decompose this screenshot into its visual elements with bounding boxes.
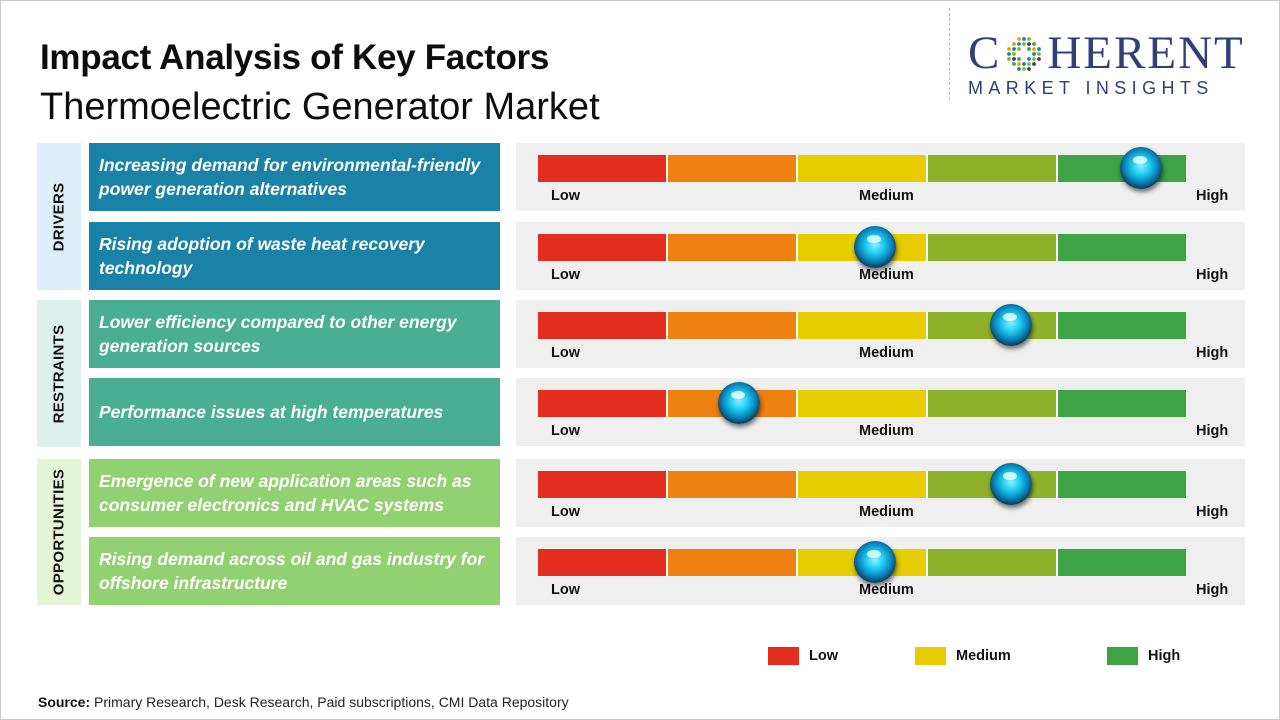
category-label-opportunities: OPPORTUNITIES xyxy=(37,459,81,605)
impact-marker xyxy=(1119,147,1162,189)
source-label: Source: xyxy=(38,694,91,710)
impact-scale-bar xyxy=(538,312,1186,339)
legend-label-high: High xyxy=(1148,648,1181,664)
scale-segment-1 xyxy=(538,471,668,498)
legend-label-medium: Medium xyxy=(956,648,1011,664)
factor-label: Rising demand across oil and gas industr… xyxy=(89,537,500,605)
scale-label-low: Low xyxy=(551,345,580,361)
logo-wordmark: C HERENT xyxy=(968,27,1245,79)
scale-segment-3 xyxy=(798,390,928,417)
scale-label-low: Low xyxy=(551,267,580,283)
factor-label: Lower efficiency compared to other energ… xyxy=(89,300,500,368)
legend-item-high: High xyxy=(1107,647,1180,665)
scale-segment-1 xyxy=(538,390,668,417)
source-note: Source: Primary Research, Desk Research,… xyxy=(38,694,569,710)
scale-segment-3 xyxy=(798,155,928,182)
scale-label-high: High xyxy=(1196,267,1229,283)
scale-segment-1 xyxy=(538,155,668,182)
legend-label-low: Low xyxy=(809,648,838,664)
logo-tagline: MARKET INSIGHTS xyxy=(968,78,1214,98)
scale-segment-1 xyxy=(538,312,668,339)
category-label-restraints: RESTRAINTS xyxy=(37,300,81,447)
scale-segment-2 xyxy=(668,312,798,339)
scale-label-medium: Medium xyxy=(859,345,914,361)
source-text: Primary Research, Desk Research, Paid su… xyxy=(90,694,569,710)
scale-label-high: High xyxy=(1196,423,1229,439)
impact-marker xyxy=(717,382,760,424)
scale-label-medium: Medium xyxy=(859,188,914,204)
scale-segment-1 xyxy=(538,549,668,576)
scale-label-low: Low xyxy=(551,423,580,439)
logo-divider xyxy=(949,8,950,100)
scale-label-high: High xyxy=(1196,188,1229,204)
category-text: RESTRAINTS xyxy=(50,324,68,423)
category-text: OPPORTUNITIES xyxy=(50,468,68,596)
scale-label-medium: Medium xyxy=(859,423,914,439)
dotted-globe-icon xyxy=(1007,36,1042,71)
impact-marker xyxy=(990,304,1033,346)
category-text: DRIVERS xyxy=(50,182,68,251)
scale-segment-2 xyxy=(668,471,798,498)
scale-segment-5 xyxy=(1058,234,1186,261)
scale-label-medium: Medium xyxy=(859,504,914,520)
scale-segment-4 xyxy=(928,549,1058,576)
legend-swatch-low xyxy=(768,647,799,665)
scale-segment-1 xyxy=(538,234,668,261)
scale-segment-2 xyxy=(668,549,798,576)
factor-label: Increasing demand for environmental-frie… xyxy=(89,143,500,211)
scale-segment-2 xyxy=(668,234,798,261)
impact-gauge: Low Medium High xyxy=(516,378,1245,446)
scale-segment-5 xyxy=(1058,390,1186,417)
impact-scale-bar xyxy=(538,471,1186,498)
scale-label-high: High xyxy=(1196,345,1229,361)
impact-gauge: Low Medium High xyxy=(516,537,1245,605)
scale-segment-4 xyxy=(928,234,1058,261)
chart-title: Impact Analysis of Key Factors xyxy=(40,38,550,77)
factor-label: Performance issues at high temperatures xyxy=(89,378,500,446)
scale-segment-4 xyxy=(928,155,1058,182)
impact-marker xyxy=(853,541,896,583)
impact-marker xyxy=(990,463,1033,505)
scale-segment-5 xyxy=(1058,471,1186,498)
scale-label-low: Low xyxy=(551,504,580,520)
impact-gauge: Low Medium High xyxy=(516,222,1245,290)
impact-scale-bar xyxy=(538,390,1186,417)
scale-label-high: High xyxy=(1196,504,1229,520)
factor-label: Emergence of new application areas such … xyxy=(89,459,500,527)
impact-marker xyxy=(853,226,896,268)
scale-label-high: High xyxy=(1196,582,1229,598)
scale-label-low: Low xyxy=(551,582,580,598)
scale-segment-5 xyxy=(1058,312,1186,339)
factor-label: Rising adoption of waste heat recovery t… xyxy=(89,222,500,290)
scale-segment-2 xyxy=(668,155,798,182)
legend-item-medium: Medium xyxy=(915,647,1011,665)
scale-segment-4 xyxy=(928,390,1058,417)
scale-segment-3 xyxy=(798,471,928,498)
chart-subtitle: Thermoelectric Generator Market xyxy=(40,86,600,128)
category-label-drivers: DRIVERS xyxy=(37,143,81,290)
scale-label-medium: Medium xyxy=(859,582,914,598)
scale-label-low: Low xyxy=(551,188,580,204)
impact-scale-bar xyxy=(538,155,1186,182)
legend-item-low: Low xyxy=(768,647,838,665)
scale-label-medium: Medium xyxy=(859,267,914,283)
impact-gauge: Low Medium High xyxy=(516,143,1245,211)
scale-segment-5 xyxy=(1058,549,1186,576)
company-logo: C HERENT MARKET INSIGHTS xyxy=(968,30,1263,102)
impact-gauge: Low Medium High xyxy=(516,459,1245,527)
legend-swatch-medium xyxy=(915,647,946,665)
impact-gauge: Low Medium High xyxy=(516,300,1245,368)
scale-segment-3 xyxy=(798,312,928,339)
legend-swatch-high xyxy=(1107,647,1138,665)
